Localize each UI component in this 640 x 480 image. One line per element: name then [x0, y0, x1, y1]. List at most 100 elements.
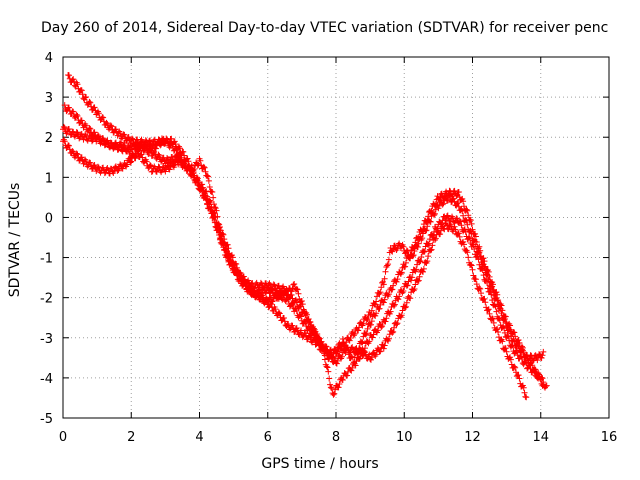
- data-point: [385, 291, 392, 298]
- data-point: [119, 165, 126, 172]
- data-point: [339, 376, 346, 383]
- data-point: [82, 131, 89, 138]
- data-point: [335, 384, 342, 391]
- data-point: [499, 338, 506, 345]
- data-point: [230, 260, 237, 267]
- data-point: [281, 318, 288, 325]
- data-point: [288, 300, 295, 307]
- data-point: [522, 393, 529, 400]
- data-point: [470, 272, 477, 279]
- data-point: [440, 200, 447, 207]
- data-point: [495, 329, 502, 336]
- data-point: [443, 216, 450, 223]
- data-point: [352, 362, 359, 369]
- data-point: [304, 336, 311, 343]
- data-point: [75, 85, 82, 92]
- data-point: [377, 348, 384, 355]
- data-point: [363, 330, 370, 337]
- data-point: [469, 226, 476, 233]
- data-point: [74, 112, 81, 119]
- data-point: [424, 217, 431, 224]
- data-point: [430, 232, 437, 239]
- data-point: [469, 266, 476, 273]
- data-point: [403, 299, 410, 306]
- data-point: [477, 285, 484, 292]
- data-point: [348, 353, 355, 360]
- data-point: [404, 282, 411, 289]
- data-point: [327, 381, 334, 388]
- data-point: [438, 221, 445, 228]
- data-point: [425, 242, 432, 249]
- data-point: [502, 313, 509, 320]
- data-point: [202, 168, 209, 175]
- data-point: [143, 158, 150, 165]
- data-point: [432, 206, 439, 213]
- data-point: [142, 141, 149, 148]
- data-point: [298, 298, 305, 305]
- data-point: [475, 256, 482, 263]
- data-point: [217, 227, 224, 234]
- data-point: [250, 292, 257, 299]
- data-point: [270, 281, 277, 288]
- y-tick-label: 2: [45, 131, 53, 146]
- data-point: [507, 356, 514, 363]
- data-point: [164, 154, 171, 161]
- data-point: [86, 98, 93, 105]
- data-point: [477, 247, 484, 254]
- data-point: [395, 296, 402, 303]
- data-point: [291, 281, 298, 288]
- data-point: [210, 194, 217, 201]
- data-point: [293, 324, 300, 331]
- data-point: [364, 316, 371, 323]
- data-point: [538, 374, 545, 381]
- data-point: [148, 148, 155, 155]
- data-point: [458, 222, 465, 229]
- data-point: [125, 133, 132, 140]
- data-point: [515, 372, 522, 379]
- data-point: [97, 139, 104, 146]
- data-point: [99, 114, 106, 121]
- data-point: [91, 104, 98, 111]
- data-point: [333, 348, 340, 355]
- data-point: [73, 111, 80, 118]
- data-point: [312, 328, 319, 335]
- data-point: [489, 297, 496, 304]
- data-point: [499, 307, 506, 314]
- data-point: [281, 288, 288, 295]
- data-point: [88, 103, 95, 110]
- data-point: [299, 301, 306, 308]
- data-point: [156, 152, 163, 159]
- data-point: [213, 207, 220, 214]
- data-point: [226, 253, 233, 260]
- data-point: [420, 249, 427, 256]
- data-point: [225, 250, 232, 257]
- data-point: [484, 279, 491, 286]
- data-point: [94, 163, 101, 170]
- data-point: [302, 330, 309, 337]
- data-point: [171, 138, 178, 145]
- data-point: [199, 184, 206, 191]
- data-point: [417, 258, 424, 265]
- data-point: [71, 78, 78, 85]
- data-point: [78, 130, 85, 137]
- data-point: [455, 203, 462, 210]
- data-point: [176, 145, 183, 152]
- data-point: [78, 87, 85, 94]
- data-point: [248, 286, 255, 293]
- data-point: [216, 223, 223, 230]
- data-point: [539, 352, 546, 359]
- data-point: [472, 276, 479, 283]
- data-point: [391, 301, 398, 308]
- data-point: [121, 131, 128, 138]
- data-point: [114, 167, 121, 174]
- data-point: [334, 345, 341, 352]
- data-point: [437, 231, 444, 238]
- data-point: [264, 284, 271, 291]
- data-point: [486, 310, 493, 317]
- data-point: [368, 307, 375, 314]
- data-point: [486, 273, 493, 280]
- data-point: [307, 318, 314, 325]
- data-point: [446, 187, 453, 194]
- data-point: [476, 243, 483, 250]
- data-point: [379, 323, 386, 330]
